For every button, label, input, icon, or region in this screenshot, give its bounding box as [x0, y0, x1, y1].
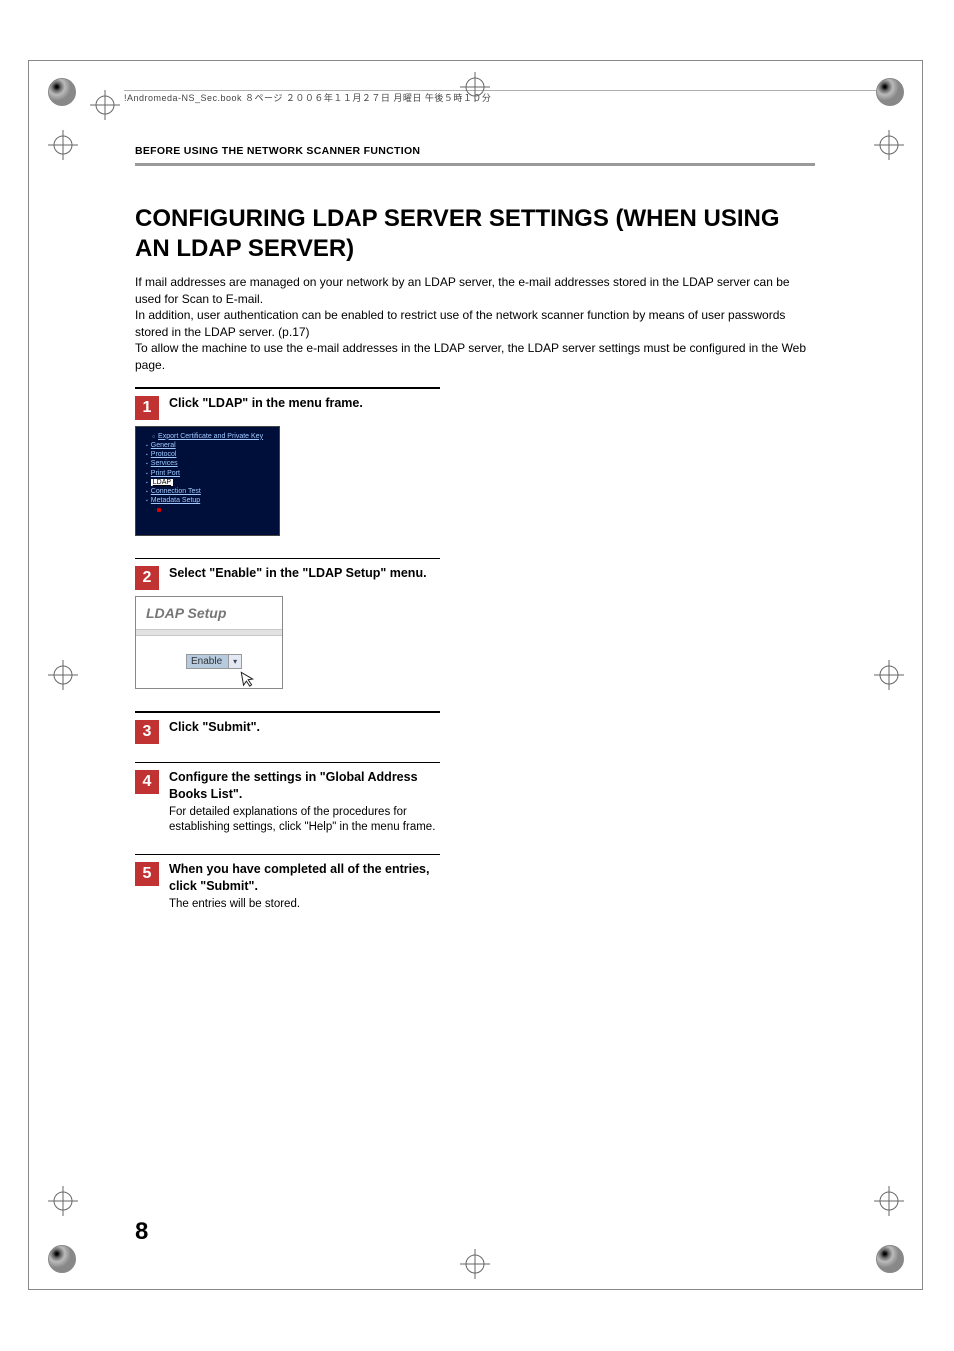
step-rule	[135, 762, 440, 764]
menu-link: Services	[151, 460, 178, 467]
step-number-badge: 1	[135, 396, 159, 420]
section-header: BEFORE USING THE NETWORK SCANNER FUNCTIO…	[135, 145, 815, 157]
menu-link: Metadata Setup	[151, 497, 200, 504]
menu-link: LDAP	[151, 479, 173, 486]
register-mark-gradient-icon	[48, 78, 76, 106]
step-1: 1 Click "LDAP" in the menu frame.	[135, 395, 445, 420]
register-crosshair-icon	[874, 130, 904, 160]
step-2: 2 Select "Enable" in the "LDAP Setup" me…	[135, 565, 445, 590]
step-text: The entries will be stored.	[169, 897, 445, 913]
ldap-setup-heading: LDAP Setup	[146, 605, 226, 621]
menu-item: Print Port	[146, 470, 270, 477]
doc-info-text: !Andromeda-NS_Sec.book ８ページ ２００６年１１月２７日 …	[124, 93, 491, 103]
step-title: Select "Enable" in the "LDAP Setup" menu…	[169, 565, 445, 581]
step-title: When you have completed all of the entri…	[169, 861, 445, 894]
menu-item: Metadata Setup	[146, 497, 270, 504]
cursor-icon	[240, 669, 260, 694]
step-3: 3 Click "Submit".	[135, 719, 445, 744]
step-number-badge: 3	[135, 720, 159, 744]
register-mark-gradient-icon	[876, 78, 904, 106]
register-crosshair-icon	[460, 72, 490, 102]
menu-item: Export Certificate and Private Key	[146, 433, 270, 440]
register-mark-gradient-icon	[48, 1245, 76, 1273]
document-info-bar: !Andromeda-NS_Sec.book ８ページ ２００６年１１月２７日 …	[124, 90, 894, 104]
step-title: Click "Submit".	[169, 719, 445, 735]
menu-item: Connection Test	[146, 488, 270, 495]
chevron-down-icon: ▾	[228, 654, 242, 669]
register-crosshair-icon	[874, 660, 904, 690]
intro-text: If mail addresses are managed on your ne…	[135, 274, 815, 307]
step-number-badge: 2	[135, 566, 159, 590]
menu-link: Connection Test	[151, 488, 201, 495]
ldap-enable-dropdown: Enable ▾	[186, 654, 242, 669]
register-crosshair-icon	[48, 660, 78, 690]
menu-link: Protocol	[151, 451, 177, 458]
intro-text: To allow the machine to use the e-mail a…	[135, 340, 815, 373]
step-title: Click "LDAP" in the menu frame.	[169, 395, 445, 411]
menu-link: General	[151, 442, 176, 449]
step-number-badge: 5	[135, 862, 159, 886]
register-crosshair-icon	[874, 1186, 904, 1216]
step-rule	[135, 854, 440, 856]
page-title: CONFIGURING LDAP SERVER SETTINGS (WHEN U…	[135, 204, 815, 264]
intro-text: In addition, user authentication can be …	[135, 307, 815, 340]
section-rule	[135, 163, 815, 166]
intro-paragraphs: If mail addresses are managed on your ne…	[135, 274, 815, 373]
dropdown-value: Enable	[186, 654, 229, 669]
register-crosshair-icon	[460, 1249, 490, 1279]
step-title: Configure the settings in "Global Addres…	[169, 769, 445, 802]
step-rule	[135, 558, 440, 560]
step-rule	[135, 711, 440, 713]
menu-item: Protocol	[146, 451, 270, 458]
step-number-badge: 4	[135, 770, 159, 794]
doc-info-rule	[124, 90, 894, 91]
step-4: 4 Configure the settings in "Global Addr…	[135, 769, 445, 836]
ldap-setup-screenshot: LDAP Setup Enable ▾	[135, 596, 283, 689]
page-number: 8	[135, 1218, 148, 1246]
register-crosshair-icon	[48, 130, 78, 160]
menu-frame-screenshot: Export Certificate and Private Key Gener…	[135, 426, 280, 536]
register-crosshair-icon	[90, 90, 120, 120]
ldap-stripe	[136, 629, 282, 636]
register-crosshair-icon	[48, 1186, 78, 1216]
step-rule	[135, 387, 440, 389]
menu-item: General	[146, 442, 270, 449]
page-content: BEFORE USING THE NETWORK SCANNER FUNCTIO…	[135, 145, 815, 912]
menu-item-ldap-selected: LDAP	[146, 479, 270, 486]
menu-link: Export Certificate and Private Key	[158, 433, 263, 440]
menu-item: Services	[146, 460, 270, 467]
step-text: For detailed explanations of the procedu…	[169, 805, 445, 836]
menu-link: Print Port	[151, 470, 180, 477]
callout-marker-icon	[157, 508, 161, 512]
step-5: 5 When you have completed all of the ent…	[135, 861, 445, 912]
register-mark-gradient-icon	[876, 1245, 904, 1273]
